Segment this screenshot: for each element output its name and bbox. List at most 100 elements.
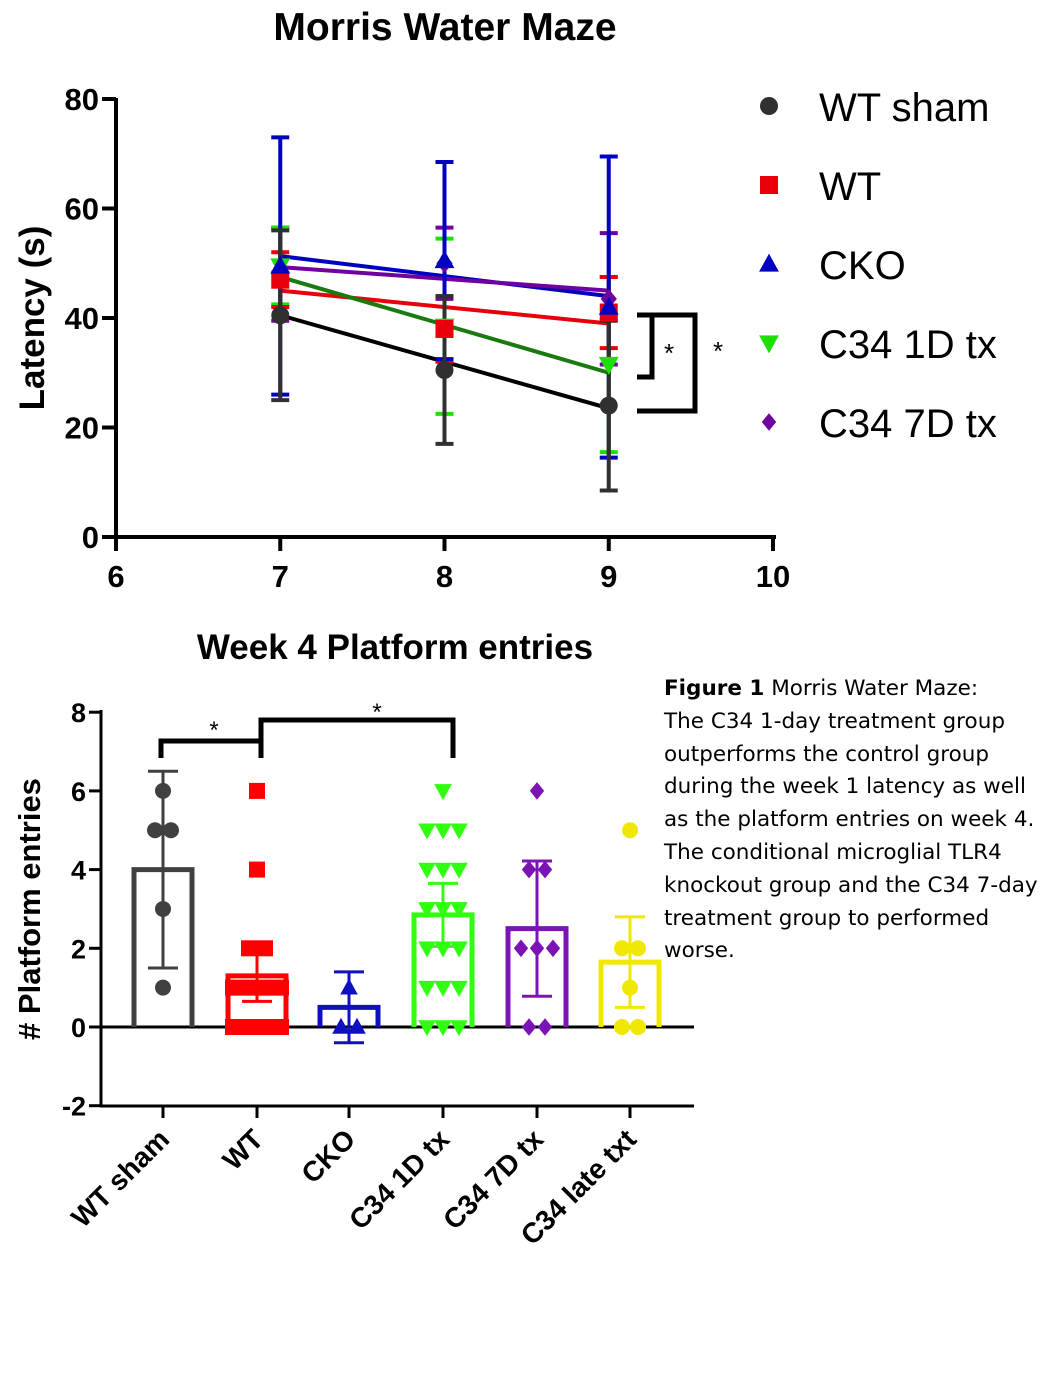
y-tick-label: 0 bbox=[71, 1013, 86, 1043]
significance-star-left: * bbox=[209, 717, 218, 744]
data-point bbox=[418, 862, 436, 879]
data-point bbox=[450, 980, 468, 997]
data-point bbox=[434, 784, 452, 801]
data-point bbox=[513, 939, 529, 958]
x-tick-label: 7 bbox=[272, 559, 289, 594]
data-point bbox=[155, 900, 171, 917]
significance-star-inner: * bbox=[664, 338, 674, 368]
data-point bbox=[270, 255, 291, 274]
y-tick-label: 20 bbox=[65, 411, 99, 446]
data-point bbox=[434, 941, 452, 958]
data-point bbox=[622, 822, 638, 839]
data-point bbox=[537, 860, 553, 879]
legend-marker bbox=[760, 97, 778, 115]
data-point bbox=[340, 978, 358, 995]
caption-label: Figure 1 bbox=[664, 676, 765, 701]
data-point bbox=[434, 902, 452, 919]
significance-bracket-right bbox=[258, 717, 456, 758]
legend-marker bbox=[759, 335, 779, 354]
chart-title: Week 4 Platform entries bbox=[197, 628, 593, 667]
significance-bracket-outer bbox=[637, 312, 698, 414]
x-tick-label: WT bbox=[217, 1123, 270, 1176]
y-tick-label: 8 bbox=[71, 698, 86, 728]
data-point bbox=[450, 1020, 468, 1037]
legend-label: WT bbox=[819, 165, 881, 209]
legend-label: WT sham bbox=[819, 86, 989, 130]
legend-label: C34 1D tx bbox=[819, 323, 997, 367]
y-tick-label: -2 bbox=[62, 1092, 86, 1122]
data-point bbox=[418, 980, 436, 997]
data-point bbox=[155, 979, 171, 996]
data-point bbox=[521, 1018, 537, 1036]
chart-title: Morris Water Maze bbox=[273, 6, 616, 49]
caption-text: Morris Water Maze: bbox=[764, 676, 979, 701]
platform-entries-bar-chart: Week 4 Platform entries # Platform entri… bbox=[12, 628, 694, 1251]
data-point bbox=[271, 306, 290, 325]
x-tick-label: 8 bbox=[436, 559, 453, 594]
data-point bbox=[450, 941, 468, 958]
data-point bbox=[630, 940, 646, 957]
x-tick-label: CKO bbox=[295, 1123, 361, 1189]
data-point bbox=[450, 862, 468, 879]
caption-line: during the week 1 latency as well bbox=[664, 774, 1026, 800]
latency-line-chart: Morris Water Maze Latency (s) 6 7 8 9 10 0 20 4… bbox=[13, 6, 997, 594]
x-tick-label: WT sham bbox=[65, 1123, 175, 1233]
caption-line: treatment group to performed bbox=[664, 905, 990, 931]
caption-line: The conditional microglial TLR4 bbox=[664, 839, 1002, 865]
y-tick-label: 60 bbox=[65, 192, 99, 227]
data-point bbox=[271, 270, 290, 289]
data-point bbox=[348, 1017, 366, 1034]
x-tick-label: 10 bbox=[756, 559, 790, 594]
data-point bbox=[249, 861, 265, 878]
y-tick-label: 6 bbox=[71, 777, 86, 807]
legend-label: C34 7D tx bbox=[819, 402, 997, 446]
data-point bbox=[163, 822, 179, 839]
data-point bbox=[225, 1019, 241, 1035]
data-point bbox=[434, 1020, 452, 1037]
data-point bbox=[435, 319, 454, 338]
data-point bbox=[598, 356, 619, 375]
data-point bbox=[450, 823, 468, 840]
data-point bbox=[537, 1018, 553, 1036]
data-point bbox=[147, 822, 163, 839]
x-tick-label: 9 bbox=[600, 559, 617, 594]
data-point bbox=[418, 823, 436, 840]
data-point bbox=[273, 979, 289, 996]
figure-caption: Figure 1 Morris Water Maze: The C34 1-da… bbox=[664, 673, 1048, 968]
data-point bbox=[273, 1019, 289, 1035]
data-point bbox=[529, 782, 545, 800]
y-tick-label: 0 bbox=[82, 520, 99, 555]
significance-bracket-inner bbox=[637, 312, 655, 380]
x-tick-label: 6 bbox=[107, 559, 124, 594]
data-point bbox=[241, 940, 257, 957]
significance-star-right: * bbox=[372, 699, 381, 726]
data-point bbox=[434, 250, 455, 269]
data-point bbox=[529, 939, 545, 958]
y-axis-label: Latency (s) bbox=[13, 226, 52, 411]
x-tick-label: C34 1D tx bbox=[343, 1123, 455, 1235]
legend-marker bbox=[761, 413, 777, 431]
data-point bbox=[434, 862, 452, 879]
data-point bbox=[257, 1019, 273, 1035]
data-point bbox=[614, 940, 630, 957]
caption-line: as the platform entries on week 4. bbox=[664, 807, 1035, 833]
legend-marker bbox=[760, 176, 778, 194]
data-point bbox=[332, 1017, 350, 1034]
data-point bbox=[241, 1019, 257, 1035]
data-point bbox=[434, 823, 452, 840]
data-point bbox=[155, 782, 171, 799]
data-point bbox=[614, 1019, 630, 1035]
data-point bbox=[225, 979, 241, 996]
caption-line: Figure 1 Morris Water Maze: bbox=[664, 673, 1048, 706]
y-tick-label: 40 bbox=[65, 301, 99, 336]
data-point bbox=[418, 1020, 436, 1037]
data-point bbox=[521, 860, 537, 879]
data-point bbox=[418, 941, 436, 958]
data-point bbox=[599, 396, 618, 415]
data-point bbox=[630, 1019, 646, 1035]
data-point bbox=[622, 979, 638, 996]
legend-marker bbox=[759, 253, 779, 272]
caption-line: outperforms the control group bbox=[664, 741, 990, 767]
caption-line: worse. bbox=[664, 938, 735, 964]
